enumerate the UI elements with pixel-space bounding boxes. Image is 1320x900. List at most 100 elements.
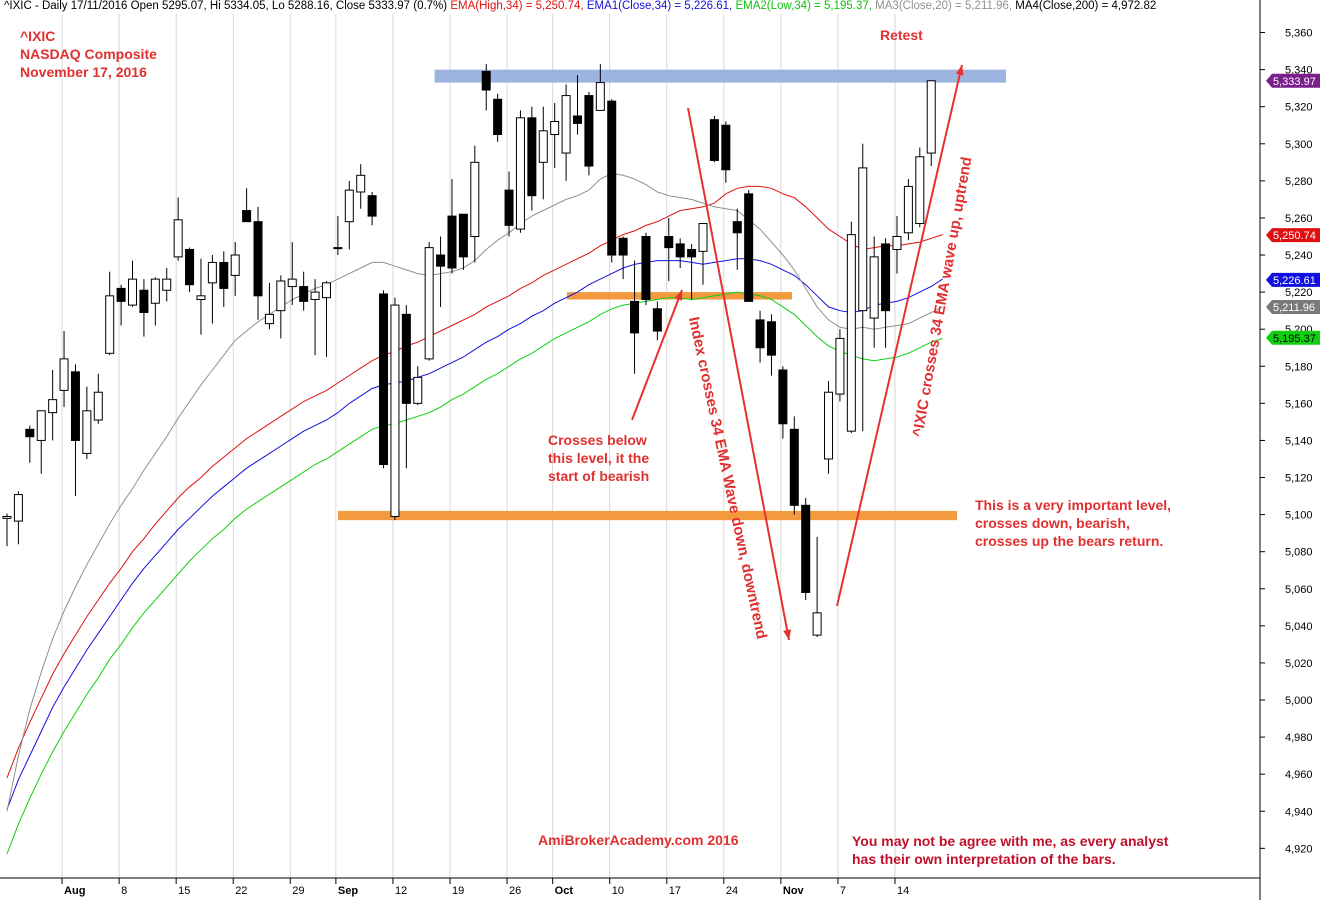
price-tick-label: 5,040 xyxy=(1285,621,1313,633)
candle-body xyxy=(196,295,206,301)
candle-body xyxy=(379,293,389,466)
candle-body xyxy=(744,193,754,302)
candle-body xyxy=(93,391,103,421)
candle-body xyxy=(584,95,594,167)
candle-body xyxy=(401,313,411,404)
header-ema1: EMA1(Close,34) = 5,226.61, xyxy=(586,0,733,12)
candle-body xyxy=(721,124,731,171)
date-tick-label: 26 xyxy=(509,885,521,897)
title-index: NASDAQ Composite xyxy=(20,46,157,62)
important-note-line3: crosses up the bears return. xyxy=(975,533,1164,549)
bearish-arrow xyxy=(631,289,683,421)
price-tick-label: 5,060 xyxy=(1285,584,1313,596)
candle-body xyxy=(413,376,423,404)
date-tick-label: 24 xyxy=(726,885,738,897)
date-tick-label: 10 xyxy=(612,885,624,897)
candle-body xyxy=(709,119,719,161)
date-tick-label: 22 xyxy=(235,885,247,897)
important-note-line2: crosses down, bearish, xyxy=(975,515,1130,531)
value-label: 5,250.74 xyxy=(1266,228,1320,243)
candle-body xyxy=(801,504,811,593)
candle-body xyxy=(207,261,217,284)
candle-body xyxy=(607,100,617,256)
candle-body xyxy=(595,82,605,111)
candle-body xyxy=(527,117,537,197)
uptrend-arrow-head xyxy=(955,65,964,76)
candles xyxy=(2,64,936,637)
chart-title-block: ^IXIC NASDAQ Composite November 17, 2016 xyxy=(20,27,157,81)
indicator-line xyxy=(6,291,943,855)
candle-body xyxy=(25,428,35,438)
candle-body xyxy=(356,174,366,193)
date-axis: Aug 8 15 22 29 Sep 12 19 26 Oct 10 17 24 Nov 7 14 xyxy=(0,877,1260,897)
candle-body xyxy=(470,161,480,237)
price-tick-label: 5,140 xyxy=(1285,435,1313,447)
bearish-start-note: Crosses below this level, it the start o… xyxy=(548,431,649,485)
candle-body xyxy=(82,410,92,454)
candle-body xyxy=(618,237,628,256)
candle-body xyxy=(766,321,776,356)
price-tick-label: 5,360 xyxy=(1285,28,1313,40)
value-label: 5,195.37 xyxy=(1266,330,1320,345)
candle-body xyxy=(242,210,252,223)
date-tick-label: 12 xyxy=(395,885,407,897)
chart-header: ^IXIC - Daily 17/11/2016 Open 5295.07, H… xyxy=(4,0,1156,12)
price-tick-label: 5,280 xyxy=(1285,176,1313,188)
candle-body xyxy=(287,278,297,288)
candle-body xyxy=(698,223,708,252)
price-tick-label: 4,920 xyxy=(1285,843,1313,855)
bearish-note-line1: Crosses below xyxy=(548,432,647,448)
candle-body xyxy=(481,70,491,91)
date-tick-label: Oct xyxy=(555,885,574,897)
candle-body xyxy=(230,254,240,276)
candle-body xyxy=(150,278,160,304)
date-tick-label: Nov xyxy=(783,885,805,897)
value-label-text: 5,226.61 xyxy=(1273,275,1316,287)
candle-body xyxy=(139,289,149,314)
value-label: 5,211.96 xyxy=(1266,300,1320,315)
date-tick-label: 7 xyxy=(840,885,846,897)
candle-body xyxy=(36,410,46,441)
price-tick-label: 5,160 xyxy=(1285,398,1313,410)
candle-body xyxy=(858,167,868,312)
candle-body xyxy=(59,358,69,391)
candle-body xyxy=(367,195,377,217)
candle-body xyxy=(310,291,320,301)
price-tick-label: 5,020 xyxy=(1285,658,1313,670)
support-band-lower xyxy=(338,510,957,521)
indicator-line xyxy=(6,185,943,779)
date-tick-label: 14 xyxy=(897,885,909,897)
candle-body xyxy=(276,280,286,312)
header-ema-high: EMA(High,34) = 5,250.74, xyxy=(450,0,584,12)
candle-body xyxy=(173,219,183,258)
candle-body xyxy=(573,115,582,124)
trend-arrows xyxy=(631,64,964,641)
disclaimer-note: You may not be agree with me, as every a… xyxy=(852,832,1168,868)
candle-body xyxy=(835,337,845,395)
candle-body xyxy=(13,494,23,522)
value-label-text: 5,211.96 xyxy=(1273,302,1315,314)
candle-body xyxy=(253,221,263,297)
date-tick-label: 19 xyxy=(452,885,464,897)
candle-body xyxy=(493,98,503,136)
candle-body xyxy=(664,235,674,249)
candle-body xyxy=(219,261,229,289)
price-axis: 4,920 4,940 4,960 4,980 5,000 5,020 5,040 5,060… xyxy=(1259,0,1320,900)
price-tick-label: 5,240 xyxy=(1285,250,1313,262)
header-ma4: MA4(Close,200) = 4,972.82 xyxy=(1015,0,1157,12)
value-label-text: 5,333.97 xyxy=(1273,76,1316,88)
candle-body xyxy=(675,243,685,258)
indicator-line xyxy=(6,258,943,810)
candle-body xyxy=(892,235,902,250)
candle-body xyxy=(436,254,446,267)
value-label-text: 5,250.74 xyxy=(1273,230,1316,242)
candle-body xyxy=(732,221,742,234)
downtrend-arrow-head xyxy=(783,629,792,640)
disclaimer-line2: has their own interpretation of the bars… xyxy=(852,851,1116,867)
candle-body xyxy=(869,256,879,319)
candle-body xyxy=(264,313,274,325)
candle-body xyxy=(538,130,548,163)
candle-body xyxy=(515,117,525,230)
candle-body xyxy=(755,319,765,349)
price-tick-label: 5,260 xyxy=(1285,213,1313,225)
